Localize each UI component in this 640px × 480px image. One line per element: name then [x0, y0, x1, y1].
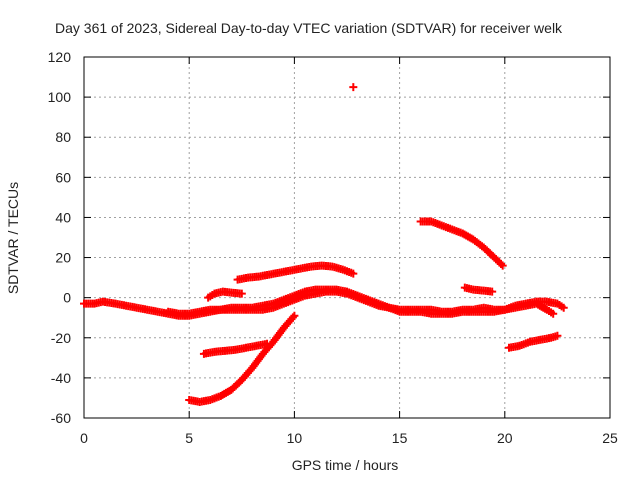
x-tick-label: 25 — [602, 430, 618, 446]
data-point — [549, 309, 558, 318]
data-point — [290, 311, 299, 320]
data-points — [80, 83, 568, 406]
y-tick-label: 0 — [63, 290, 71, 306]
grid — [84, 57, 610, 418]
series-line-mid — [199, 339, 272, 358]
data-point — [498, 261, 507, 270]
series-arc-small — [204, 287, 246, 302]
series-arc-upper — [233, 261, 358, 284]
y-tick-label: -40 — [51, 370, 71, 386]
y-tick-label: 60 — [55, 169, 71, 185]
y-tick-label: 120 — [48, 49, 72, 65]
x-tick-label: 10 — [287, 430, 303, 446]
series-band-low — [164, 287, 558, 318]
x-tick-label: 5 — [185, 430, 193, 446]
series-outlier — [349, 83, 358, 92]
x-tick-label: 15 — [392, 430, 408, 446]
x-axis-label: GPS time / hours — [292, 457, 399, 473]
y-tick-label: 100 — [48, 89, 72, 105]
y-tick-label: -20 — [51, 330, 71, 346]
chart-title: Day 361 of 2023, Sidereal Day-to-day VTE… — [55, 20, 563, 36]
data-point — [553, 331, 562, 340]
plot-frame — [83, 56, 611, 419]
data-point — [349, 269, 358, 278]
data-point — [559, 303, 568, 312]
series-line-20-22 — [505, 331, 562, 352]
data-point — [349, 83, 358, 92]
y-tick-label: 80 — [55, 129, 71, 145]
x-tick-label: 20 — [497, 430, 513, 446]
series-curve-16-20 — [416, 217, 507, 270]
data-point — [263, 339, 272, 348]
x-ticks: 0 5 10 15 20 25 — [80, 57, 618, 446]
data-point — [488, 287, 497, 296]
data-point — [237, 289, 246, 298]
y-tick-label: 20 — [55, 250, 71, 266]
series-short-18 — [460, 283, 497, 296]
y-tick-label: -60 — [51, 410, 71, 426]
y-tick-label: 40 — [55, 209, 71, 225]
y-axis-label: SDTVAR / TECUs — [5, 182, 21, 294]
series-curve-rise — [185, 311, 299, 406]
y-ticks: -60 -40 -20 0 20 40 60 80 100 120 — [48, 49, 610, 426]
x-tick-label: 0 — [80, 430, 88, 446]
